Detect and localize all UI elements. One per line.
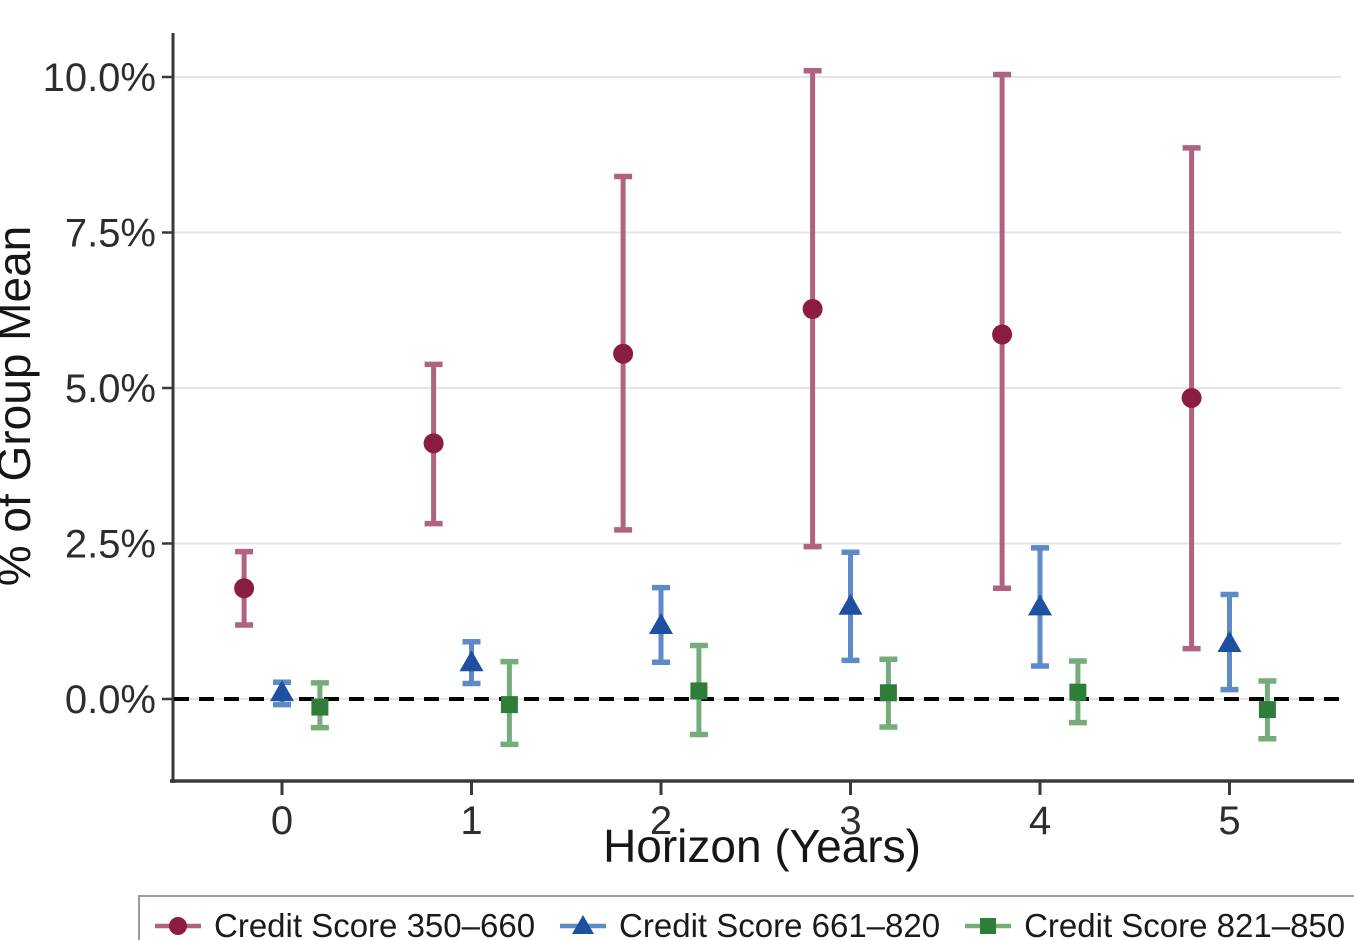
marker-triangle	[838, 593, 863, 615]
marker-square	[1069, 683, 1087, 701]
y-tick-label: 10.0%	[43, 56, 156, 100]
y-tick-label: 2.5%	[65, 523, 156, 567]
legend-key-marker	[572, 915, 595, 934]
legend-label: Credit Score 821–850	[1024, 907, 1346, 940]
marker-circle	[992, 324, 1013, 345]
chart-svg: 10.0% 7.5% 5.0% 2.5% 0.0% 0 1 2 3 4 5 Horizon (Year…	[0, 33, 1354, 872]
legend-key-marker	[169, 917, 187, 935]
marker-circle	[1181, 387, 1202, 408]
legend-key-square-icon	[965, 918, 1012, 934]
marker-square	[500, 696, 518, 714]
marker-triangle	[270, 680, 294, 702]
marker-square	[1258, 701, 1276, 719]
x-tick-label: 5	[1218, 799, 1240, 843]
x-tick-label: 4	[1029, 799, 1051, 843]
legend-key-circle-icon	[155, 917, 201, 935]
legend-key-triangle-icon	[560, 915, 607, 934]
marker-triangle	[649, 612, 673, 634]
marker-triangle	[459, 650, 484, 672]
y-tick-label: 7.5%	[65, 212, 156, 256]
marker-square	[311, 698, 329, 716]
legend-label: Credit Score 661–820	[619, 907, 941, 940]
legend-item-credit-score-821-850: Credit Score 821–850	[964, 907, 1345, 940]
marker-circle	[613, 343, 634, 364]
marker-triangle	[1028, 594, 1052, 616]
legend: Credit Score 350–660 Credit Score 661–82…	[138, 895, 1354, 940]
legend-item-credit-score-661-820: Credit Score 661–820	[559, 907, 940, 940]
y-tick-label: 0.0%	[65, 678, 156, 722]
marker-square	[879, 684, 897, 702]
marker-circle	[234, 578, 255, 599]
x-axis-title: Horizon (Years)	[603, 820, 921, 872]
legend-key-marker	[980, 918, 997, 934]
legend-item-credit-score-350-660: Credit Score 350–660	[154, 907, 535, 940]
legend-label: Credit Score 350–660	[214, 907, 536, 940]
x-tick-label: 1	[460, 799, 482, 843]
x-tick-label: 2	[650, 799, 672, 843]
x-tick-label: 3	[839, 799, 861, 843]
marker-circle	[802, 299, 823, 320]
y-tick-label: 5.0%	[65, 367, 156, 411]
marker-triangle	[1217, 631, 1242, 653]
marker-circle	[423, 433, 444, 454]
marker-square	[690, 682, 708, 700]
y-axis-title: % of Group Mean	[0, 226, 40, 587]
x-tick-label: 0	[271, 799, 293, 843]
